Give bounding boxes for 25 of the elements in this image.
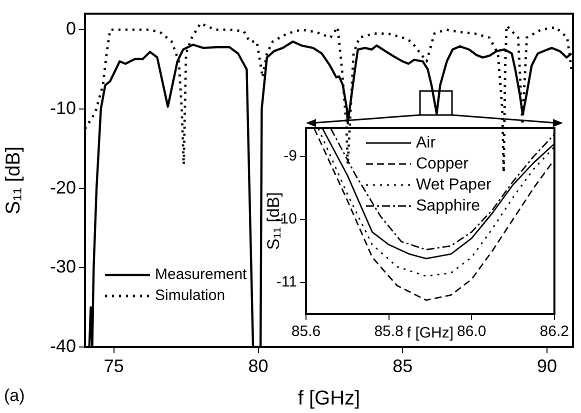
y-tick-label: -10: [50, 98, 76, 118]
legend-label: Measurement: [155, 266, 248, 284]
y-tick-label: 0: [66, 18, 76, 39]
x-tick-label: 75: [104, 356, 124, 376]
legend-label: Air: [416, 134, 436, 152]
x-tick-label: 80: [248, 356, 268, 376]
legend-label: Wet Paper: [416, 176, 492, 194]
legend-label: Copper: [416, 155, 470, 172]
x-axis-title: f [GHz]: [298, 388, 360, 410]
y-tick-label: -40: [50, 336, 76, 356]
y-tick-label: -11: [276, 274, 297, 291]
x-tick-label: 86.2: [540, 323, 570, 340]
legend-label: Sapphire: [416, 197, 480, 214]
y-tick-label: -30: [50, 256, 76, 277]
x-tick-label: 85.6: [291, 323, 321, 340]
x-tick-label: 85: [392, 356, 413, 376]
x-tick-label: 86.0: [457, 323, 486, 340]
x-tick-label: 85.8: [374, 323, 404, 340]
x-tick-label: 90: [536, 356, 558, 376]
y-tick-label: -9: [284, 148, 297, 165]
text: (a): [4, 386, 25, 406]
y-tick-label: -20: [50, 177, 76, 198]
x-axis-title: f [GHz]: [406, 324, 454, 342]
y-axis-title: S₁₁ [dB]: [2, 146, 25, 214]
legend-label: Simulation: [155, 287, 226, 304]
